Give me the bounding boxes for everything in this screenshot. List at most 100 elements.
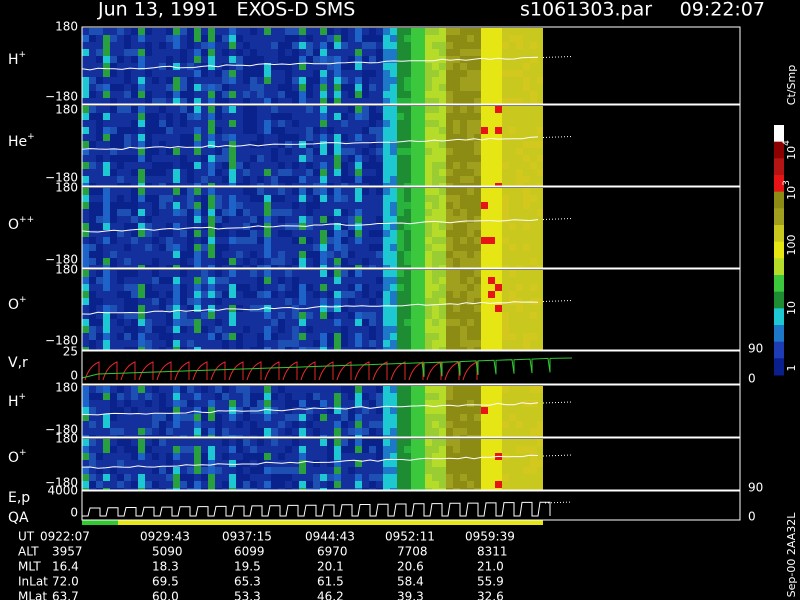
spectrogram-cell [124,183,131,186]
spectrogram-cell [488,414,495,421]
spectrogram-cell [495,106,502,113]
spectrogram-cell [516,244,523,251]
spectrogram-cell [376,298,383,305]
spectrogram-cell [537,209,543,216]
spectrogram-cell [488,277,495,284]
spectrogram-cell [355,195,362,202]
spectrogram-cell [138,84,145,91]
spectrogram-cell [306,106,313,113]
spectrogram-cell [502,435,509,437]
spectrogram-cell [159,70,166,77]
spectrogram-cell [376,244,383,251]
spectrogram-cell [180,98,187,104]
spectrogram-cell [362,481,369,488]
spectrogram-cell [187,319,194,326]
spectrogram-cell [320,195,327,202]
spectrogram-cell [138,446,145,453]
spectrogram-cell [432,216,439,223]
spectrogram-cell [432,42,439,49]
spectrogram-cell [341,120,348,127]
spectrogram-cell [124,106,131,113]
spectrogram-cell [131,277,138,284]
spectrogram-cell [320,347,327,350]
spectrogram-cell [313,188,320,195]
spectrogram-cell [537,453,543,460]
spectrogram-cell [250,169,257,176]
spectrogram-cell [348,481,355,488]
spectrogram-cell [425,42,432,49]
spectrogram-cell [355,435,362,437]
spectrogram-cell [250,340,257,347]
spectrogram-cell [292,428,299,435]
spectrogram-cell [425,148,432,155]
spectrogram-cell [117,91,124,98]
spectrogram-cell [390,284,397,291]
spectrogram-cell [516,42,523,49]
spectrogram-cell [278,49,285,56]
spectrogram-cell [124,63,131,70]
spectrogram-cell [236,312,243,319]
spectrogram-cell [278,169,285,176]
spectrogram-cell [152,305,159,312]
spectrogram-cell [278,435,285,437]
trace-dotted [542,401,573,404]
spectrogram-cell [376,312,383,319]
spectrogram-cell [390,481,397,488]
spectrogram-cell [236,216,243,223]
spectrogram-cell [159,326,166,333]
spectrogram-cell [425,347,432,350]
spectrogram-cell [523,265,530,268]
spectrogram-cell [264,407,271,414]
spectrogram-cell [208,453,215,460]
spectrogram-cell [159,202,166,209]
spectrogram-cell [446,446,453,453]
spectrogram-cell [82,414,89,421]
spectrogram-cell [96,176,103,183]
spectrogram-cell [432,120,439,127]
spectrogram-cell [453,84,460,91]
spectrogram-cell [180,326,187,333]
spectrogram-cell [257,169,264,176]
spectrogram-cell [502,340,509,347]
spectrogram-cell [110,481,117,488]
spectrogram-cell [229,488,236,490]
spectrogram-cell [138,195,145,202]
spectrogram-cell [404,183,411,186]
spectrogram-cell [299,474,306,481]
spectrogram-cell [376,183,383,186]
spectrogram-cell [390,183,397,186]
spectrogram-cell [467,393,474,400]
spectrogram-cell [362,305,369,312]
spectrogram-cell [439,326,446,333]
colorbar-label-base: 100 [785,235,798,256]
left-tick-label: 180 [55,20,78,34]
spectrogram-cell [516,488,523,490]
spectrogram-cell [404,42,411,49]
spectrogram-cell [131,176,138,183]
spectrogram-cell [229,134,236,141]
spectrogram-cell [173,347,180,350]
spectrogram-cell [152,183,159,186]
spectrogram-cell [481,127,488,134]
spectrogram-cell [187,216,194,223]
spectrogram-cell [166,347,173,350]
spectrogram-cell [341,84,348,91]
velocity-tooth [426,361,442,381]
spectrogram-cell [390,347,397,350]
spectrogram-cell [222,251,229,258]
spectrogram-cell [124,162,131,169]
spectrogram-cell [453,237,460,244]
spectrogram-cell [313,56,320,63]
spectrogram-cell [453,326,460,333]
spectrogram-cell [243,84,250,91]
spectrogram-cell [117,333,124,340]
spectrogram-cell [432,155,439,162]
spectrogram-cell [313,230,320,237]
spectrogram-cell [166,127,173,134]
spectrogram-cell [194,202,201,209]
spectrogram-cell [481,148,488,155]
spectrogram-cell [264,333,271,340]
spectrogram-cell [495,155,502,162]
spectrogram-cell [299,195,306,202]
spectrogram-cell [208,155,215,162]
